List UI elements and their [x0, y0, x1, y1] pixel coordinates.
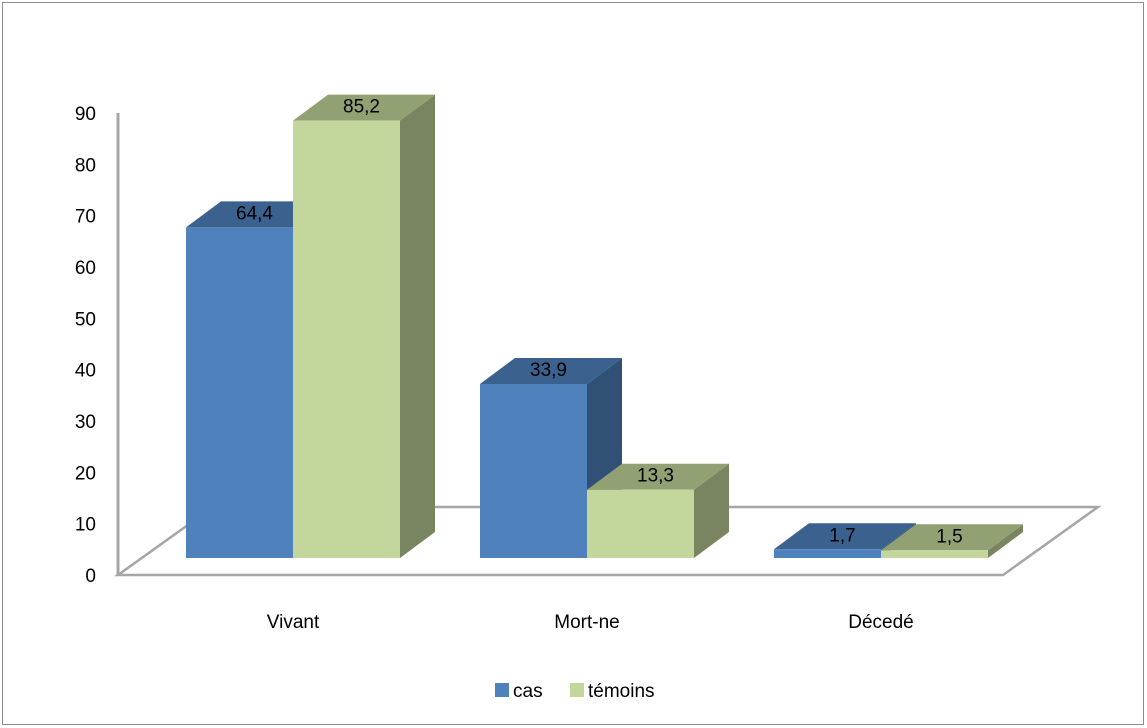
bar	[881, 550, 988, 558]
bar-top	[293, 94, 435, 121]
y-axis-ticks: 0 10 20 30 40 50 60 70 80 90	[75, 104, 96, 587]
floor-outline	[114, 505, 1102, 577]
legend: cas témoins	[495, 681, 655, 702]
data-label: 33,9	[530, 360, 567, 381]
legend-label: cas	[513, 681, 543, 702]
bar-side	[988, 524, 1023, 558]
bar	[480, 383, 587, 558]
y-tick-label: 0	[85, 566, 96, 587]
bar-top	[881, 524, 1023, 551]
bar	[293, 120, 400, 558]
bar-top	[186, 201, 328, 228]
bar-top	[587, 463, 729, 490]
y-tick-label: 90	[75, 104, 96, 125]
bar-top	[774, 523, 916, 550]
data-label: 1,7	[829, 525, 855, 546]
bar-top	[480, 357, 622, 384]
bar-side	[400, 94, 435, 558]
y-tick-label: 40	[75, 361, 96, 382]
data-label: 85,2	[343, 97, 380, 118]
chart-axes	[114, 113, 1102, 577]
bar-chart: 0 10 20 30 40 50 60 70 80 90 64,4 85,2 33,9 13,3 1,7 1…	[75, 94, 1102, 702]
bar	[186, 227, 293, 558]
bar	[587, 489, 694, 558]
y-tick-label: 10	[75, 515, 96, 536]
y-tick-label: 80	[75, 155, 96, 176]
data-label: 64,4	[236, 203, 273, 224]
y-tick-label: 50	[75, 309, 96, 330]
legend-swatch	[495, 683, 509, 697]
x-axis-categories: Vivant Mort-ne Décedé	[267, 612, 914, 633]
y-tick-label: 70	[75, 207, 96, 228]
x-category-label: Mort-ne	[554, 612, 619, 633]
x-category-label: Vivant	[267, 612, 320, 633]
y-tick-label: 30	[75, 412, 96, 433]
data-label: 1,5	[936, 526, 962, 547]
data-label: 13,3	[637, 466, 674, 487]
bar	[774, 549, 881, 558]
y-tick-label: 60	[75, 258, 96, 279]
y-tick-label: 20	[75, 463, 96, 484]
bar-side	[694, 463, 729, 558]
x-category-label: Décedé	[848, 612, 914, 633]
legend-swatch	[570, 683, 584, 697]
bars: 64,4 85,2 33,9 13,3 1,7 1,5	[186, 94, 1023, 558]
legend-label: témoins	[588, 681, 655, 702]
